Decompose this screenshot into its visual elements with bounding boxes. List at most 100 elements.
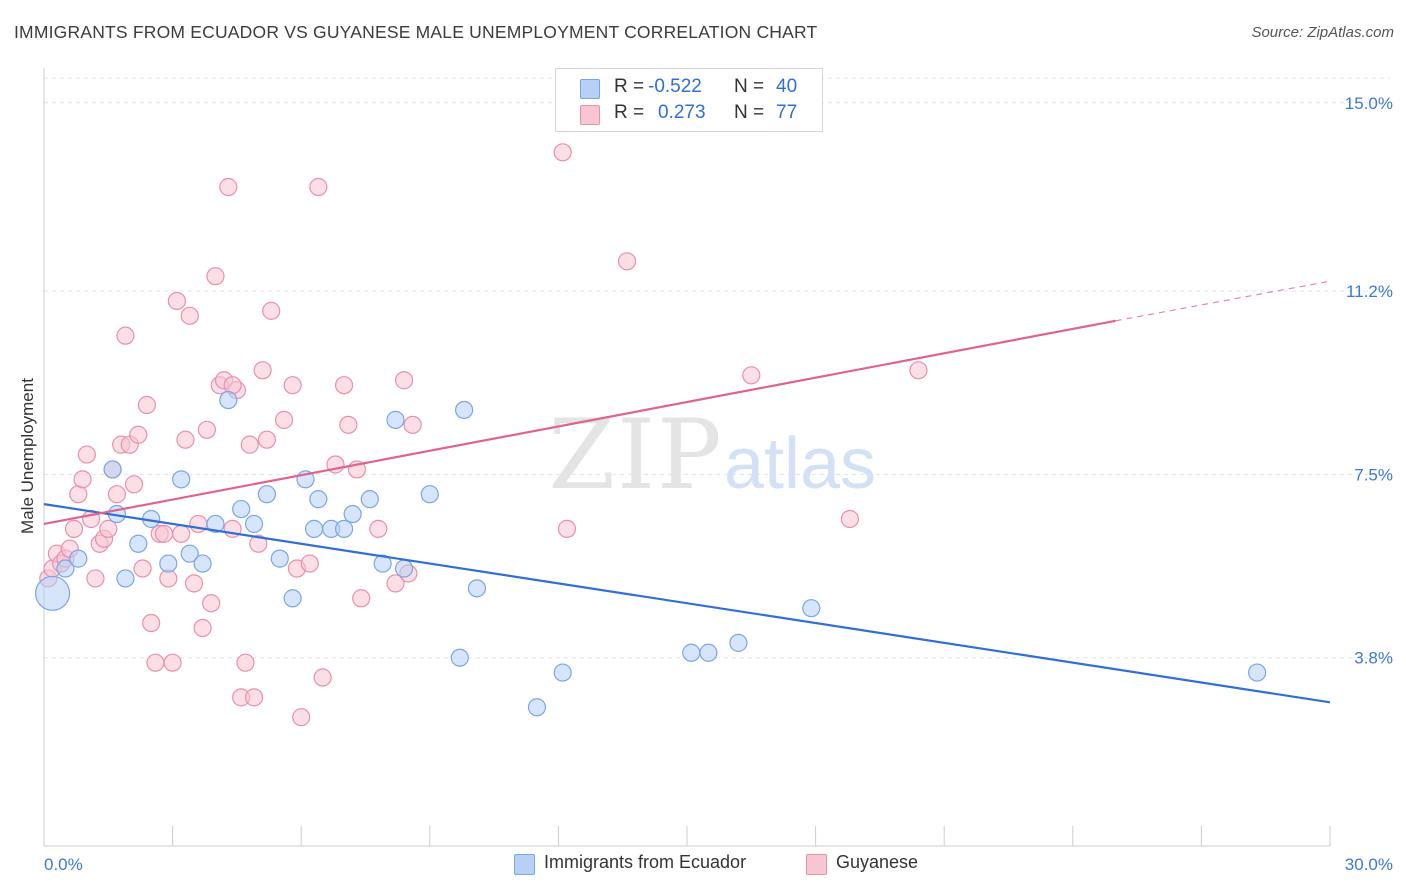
ecuador-point [343, 504, 362, 524]
ecuador-point [454, 400, 474, 420]
guyanese-point [137, 395, 156, 415]
watermark-atlas: atlas [724, 424, 876, 504]
guyanese-point [236, 653, 255, 672]
ecuador-point [257, 485, 277, 504]
guyanese-point [77, 445, 96, 464]
n-value: 77 [776, 102, 798, 123]
ecuador-point [334, 519, 354, 538]
guyanese-point [309, 177, 328, 197]
ecuador-point [180, 544, 199, 563]
guyanese-point [197, 420, 216, 439]
r-label: R = [614, 76, 645, 97]
guyanese-point [257, 430, 277, 449]
guyanese-point [86, 569, 105, 588]
guyanese-legend-swatch [806, 854, 827, 875]
guyanese-point [352, 589, 371, 608]
ecuador-point [159, 554, 178, 573]
ecuador-point [116, 569, 135, 588]
ecuador-point [244, 514, 264, 534]
legend-label: Guyanese [836, 852, 919, 872]
ecuador-point [682, 643, 701, 662]
guyanese-point [403, 415, 422, 434]
guyanese-point [334, 376, 354, 395]
n-label: N = [734, 102, 765, 123]
guyanese-swatch [580, 105, 600, 125]
ecuador-point [270, 549, 289, 568]
ecuador-trend-line [43, 503, 1331, 704]
guyanese-point [553, 143, 572, 162]
ecuador-point [699, 643, 718, 662]
watermark-zip: ZIP [548, 399, 723, 511]
ecuador-point [553, 663, 572, 682]
guyanese-point [240, 435, 259, 454]
guyanese-point [386, 574, 405, 593]
r-label: R = [614, 102, 645, 123]
guyanese-point [202, 594, 221, 613]
guyanese-point [283, 376, 302, 395]
n-label: N = [734, 76, 765, 97]
guyanese-point [219, 177, 238, 197]
guyanese-point [300, 554, 319, 573]
ecuador-point [69, 549, 88, 568]
guyanese-point [206, 267, 225, 286]
guyanese-point [909, 361, 928, 380]
ecuador-point [386, 410, 405, 429]
guyanese-point [73, 470, 92, 489]
ecuador-point [802, 599, 821, 618]
ecuador-point [373, 554, 392, 573]
ecuador-swatch [580, 79, 600, 99]
guyanese-point [163, 653, 182, 672]
ecuador-point [304, 519, 324, 538]
guyanese-point [116, 326, 135, 345]
ecuador-legend-swatch [514, 854, 535, 875]
guyanese-point [262, 301, 281, 320]
y-tick-label: 7.5% [1354, 465, 1393, 484]
grid-layer [44, 77, 1390, 659]
x-tick-label: 0.0% [44, 855, 83, 874]
r-value: -0.522 [648, 76, 702, 97]
ecuador-point [103, 460, 122, 479]
ecuador-point [527, 698, 547, 717]
source-label: Source: ZipAtlas.com [1251, 24, 1394, 41]
guyanese-point [184, 574, 204, 593]
guyanese-trend-line [43, 319, 1116, 526]
guyanese-point [617, 252, 637, 271]
guyanese-point [133, 559, 152, 578]
guyanese-trend-extension [1115, 280, 1331, 322]
n-value: 40 [776, 76, 798, 97]
guyanese-point [172, 524, 191, 543]
ecuador-point [1248, 663, 1267, 682]
guyanese-point [313, 668, 332, 687]
guyanese-point [129, 425, 148, 444]
guyanese-point [840, 509, 859, 529]
ecuador-point [309, 490, 328, 509]
axis-layer [43, 68, 1331, 847]
ecuador-point [232, 499, 251, 519]
trend-layer [43, 280, 1331, 704]
ecuador-point [172, 470, 191, 489]
ecuador-point [360, 490, 379, 509]
watermark: ZIP atlas [548, 399, 876, 511]
legend-label: Immigrants from Ecuador [544, 852, 747, 872]
x-tick-label: 30.0% [1345, 855, 1393, 874]
ecuador-point [219, 390, 238, 410]
guyanese-point [176, 430, 195, 449]
ecuador-point [129, 534, 148, 553]
ecuador-point [56, 559, 75, 578]
y-tick-label: 11.2% [1346, 282, 1393, 301]
tick-label-layer: 3.8% 7.5% 11.2% 15.0% 0.0% 30.0% [44, 94, 1393, 874]
guyanese-point [742, 366, 761, 385]
guyanese-point [339, 415, 358, 434]
ecuador-point [206, 514, 225, 534]
ecuador-point [283, 589, 302, 608]
ecuador-point [729, 633, 748, 652]
guyanese-point [292, 708, 311, 727]
guyanese-point [180, 306, 199, 325]
ecuador-point [467, 579, 487, 598]
guyanese-point [244, 688, 264, 707]
guyanese-point [99, 519, 118, 538]
ecuador-point [450, 648, 469, 667]
correlation-stats-box: R = -0.522 N = 40 R = 0.273 N = 77 [555, 68, 823, 132]
y-tick-label: 15.0% [1345, 94, 1393, 113]
